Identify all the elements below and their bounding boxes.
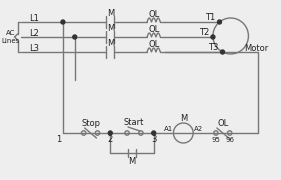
Text: Motor: Motor [244, 44, 268, 53]
Text: L1: L1 [29, 14, 39, 22]
Circle shape [221, 50, 225, 54]
Text: Start: Start [124, 118, 144, 127]
Text: AC: AC [6, 30, 15, 36]
Text: L3: L3 [29, 44, 39, 53]
Text: M: M [107, 8, 114, 17]
Circle shape [73, 35, 77, 39]
Text: A1: A1 [164, 126, 173, 132]
Text: T3: T3 [209, 42, 219, 51]
Circle shape [211, 35, 215, 39]
Text: T2: T2 [199, 28, 209, 37]
Text: M: M [180, 114, 187, 123]
Text: M: M [107, 39, 114, 48]
Text: 96: 96 [225, 137, 234, 143]
Text: OL: OL [148, 39, 159, 48]
Text: Lines: Lines [1, 38, 20, 44]
Circle shape [108, 131, 112, 135]
Text: OL: OL [148, 24, 159, 33]
Text: L2: L2 [29, 28, 39, 37]
Text: 2: 2 [108, 134, 113, 143]
Text: Stop: Stop [81, 118, 100, 127]
Text: 3: 3 [151, 134, 157, 143]
Text: OL: OL [217, 118, 228, 127]
Circle shape [217, 20, 221, 24]
Text: T1: T1 [205, 12, 216, 21]
Text: OL: OL [148, 10, 159, 19]
Text: 95: 95 [211, 137, 220, 143]
Circle shape [61, 20, 65, 24]
Text: M: M [107, 24, 114, 33]
Text: 1: 1 [56, 134, 62, 143]
Text: M: M [128, 156, 136, 165]
Circle shape [152, 131, 156, 135]
Text: A2: A2 [194, 126, 203, 132]
